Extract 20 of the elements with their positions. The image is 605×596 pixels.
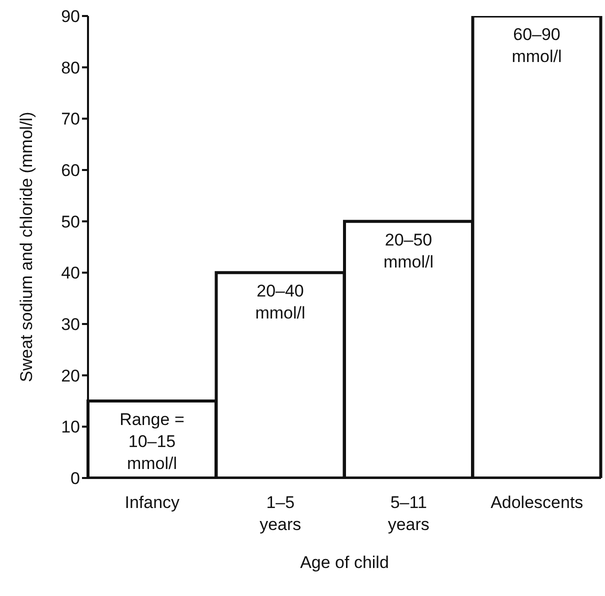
x-tick-label: 1–5 years xyxy=(260,493,302,534)
data-label: 20–50 mmol/l xyxy=(383,230,434,272)
y-tick-label: 10 xyxy=(61,418,80,437)
y-tick-label: 40 xyxy=(61,264,80,283)
y-tick-label: 30 xyxy=(61,315,80,334)
y-tick-label: 0 xyxy=(70,469,80,488)
x-tick-label: Adolescents xyxy=(490,493,584,512)
y-tick-label: 90 xyxy=(61,7,80,26)
y-tick-label: 80 xyxy=(61,58,80,78)
x-tick-label: 5–11 years xyxy=(388,493,430,534)
y-axis-title: Sweat sodium and chloride (mmol/l) xyxy=(17,112,36,382)
data-label: 60–90 mmol/l xyxy=(512,25,562,66)
y-tick-label: 20 xyxy=(61,366,80,386)
x-axis-title: Age of child xyxy=(300,553,389,572)
y-tick-label: 50 xyxy=(61,212,80,232)
y-tick-label: 70 xyxy=(61,110,80,129)
y-tick-label: 60 xyxy=(61,161,80,180)
data-label: Range = 10–15 mmol/l xyxy=(120,410,184,473)
x-tick-label: Infancy xyxy=(124,493,180,512)
data-label: 20–40 mmol/l xyxy=(255,282,306,323)
